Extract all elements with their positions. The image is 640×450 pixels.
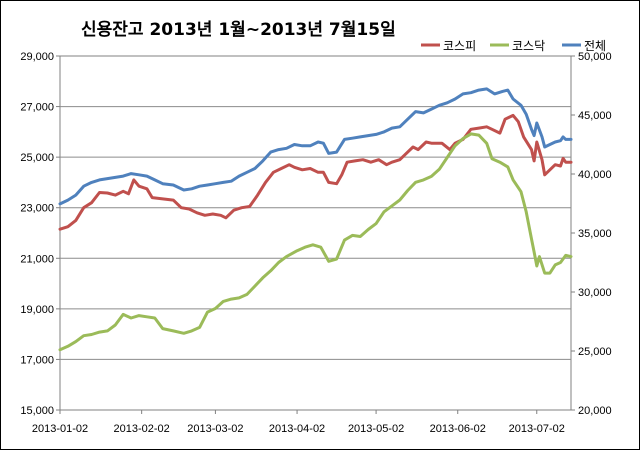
tick-label-y-right: 50,000 (578, 51, 612, 63)
tick-label-y-left: 23,000 (20, 203, 54, 215)
tick-label-y-left: 19,000 (20, 304, 54, 316)
tick-label-y-left: 17,000 (20, 354, 54, 366)
series-line-kosdaq (58, 132, 573, 352)
tick-label-y-left: 21,000 (20, 253, 54, 265)
tick-label-y-right: 35,000 (578, 228, 612, 240)
series-line-kospi (58, 113, 573, 231)
tick-label-y-right: 30,000 (578, 287, 612, 299)
legend: 코스피 코스닥 전체 (421, 39, 606, 53)
tick-label-x: 2013-04-02 (269, 423, 325, 435)
series-line-total (58, 87, 573, 206)
tick-label-x: 2013-06-02 (430, 423, 486, 435)
tick-label-x: 2013-07-02 (509, 423, 565, 435)
tick-label-x: 2013-02-02 (114, 423, 170, 435)
tick-label-y-right: 45,000 (578, 110, 612, 122)
tick-label-y-left: 25,000 (20, 152, 54, 164)
legend-label-kosdaq: 코스닥 (512, 39, 545, 53)
legend-label-kospi: 코스피 (443, 39, 476, 53)
tick-label-x: 2013-05-02 (348, 423, 404, 435)
axes: 15,000 17,000 19,000 21,000 23,000 25,000 27,0… (20, 51, 611, 435)
tick-label-y-left: 29,000 (20, 51, 54, 63)
tick-label-x: 2013-01-02 (32, 423, 88, 435)
chart-title: 신용잔고 2013년 1월~2013년 7월15일 (81, 20, 396, 40)
tick-label-x: 2013-03-02 (187, 423, 243, 435)
legend-label-total: 전체 (584, 39, 606, 53)
legend-item-kosdaq: 코스닥 (490, 39, 545, 53)
plot-area (59, 55, 572, 411)
gridlines (60, 106, 571, 360)
tick-label-y-right: 25,000 (578, 346, 612, 358)
tick-label-y-right: 20,000 (578, 405, 612, 417)
tick-label-y-left: 15,000 (20, 405, 54, 417)
legend-item-kospi: 코스피 (421, 39, 476, 53)
series-lines (58, 87, 573, 352)
legend-item-total: 전체 (562, 39, 606, 53)
tick-label-y-right: 40,000 (578, 169, 612, 181)
tick-label-y-left: 27,000 (20, 102, 54, 114)
